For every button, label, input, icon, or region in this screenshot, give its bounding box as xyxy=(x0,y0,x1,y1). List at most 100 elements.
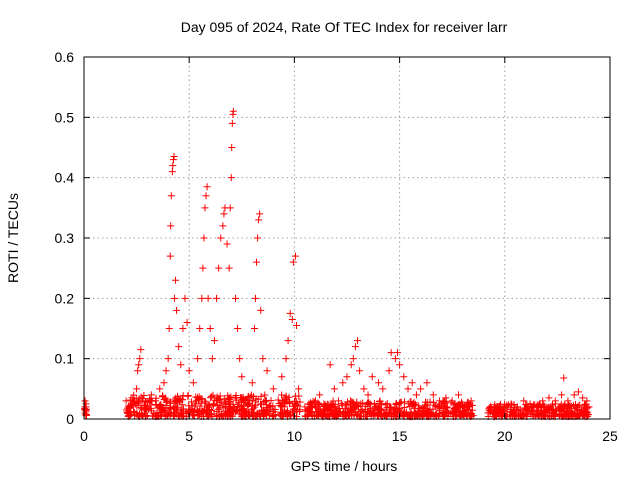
data-point xyxy=(335,397,343,405)
data-point xyxy=(133,385,141,393)
data-point xyxy=(139,397,147,405)
data-point xyxy=(570,391,578,399)
data-point xyxy=(307,409,315,417)
data-point xyxy=(560,374,568,382)
data-point xyxy=(173,399,181,407)
data-point xyxy=(262,396,270,404)
data-point xyxy=(215,264,223,272)
data-point xyxy=(194,355,202,363)
data-point xyxy=(301,412,309,420)
data-point xyxy=(159,393,167,401)
data-point xyxy=(179,405,187,413)
data-point xyxy=(266,403,274,411)
data-point xyxy=(408,401,416,409)
data-point xyxy=(278,409,286,417)
data-point xyxy=(392,408,400,416)
data-point xyxy=(249,412,257,420)
data-point xyxy=(520,397,528,405)
data-point xyxy=(214,395,222,403)
data-point xyxy=(357,405,365,413)
data-point xyxy=(167,410,175,418)
data-point xyxy=(142,405,150,413)
data-point xyxy=(278,402,286,410)
data-point xyxy=(351,343,359,351)
data-point xyxy=(378,406,386,414)
data-point xyxy=(134,367,142,375)
data-point xyxy=(585,403,593,411)
data-point xyxy=(524,404,532,412)
data-point xyxy=(225,404,233,412)
y-tick-label: 0.4 xyxy=(55,170,75,186)
data-point xyxy=(582,408,590,416)
data-point xyxy=(239,394,247,402)
data-point xyxy=(143,403,151,411)
data-point xyxy=(194,411,202,419)
data-point xyxy=(467,397,475,405)
data-point xyxy=(344,404,352,412)
data-point xyxy=(246,400,254,408)
x-tick-label: 5 xyxy=(185,428,193,444)
data-point xyxy=(229,107,237,115)
data-point xyxy=(278,391,286,399)
data-point xyxy=(551,397,559,405)
data-point xyxy=(566,406,574,414)
data-point xyxy=(137,404,145,412)
data-point xyxy=(209,391,217,399)
data-point xyxy=(175,343,183,351)
data-point xyxy=(196,410,204,418)
data-point xyxy=(189,412,197,420)
data-point xyxy=(392,400,400,408)
data-point xyxy=(379,385,387,393)
data-point xyxy=(239,405,247,413)
data-point xyxy=(199,264,207,272)
data-point xyxy=(368,373,376,381)
data-point xyxy=(175,411,182,419)
data-point xyxy=(210,337,218,345)
data-point xyxy=(311,398,319,406)
data-point xyxy=(153,411,161,419)
data-point xyxy=(283,409,291,417)
data-point xyxy=(259,355,267,363)
data-point xyxy=(250,325,258,332)
data-point xyxy=(131,409,139,417)
data-point xyxy=(446,410,454,418)
data-point xyxy=(442,394,450,402)
data-point xyxy=(435,412,443,420)
data-point xyxy=(429,391,437,399)
data-point xyxy=(136,355,144,363)
data-point xyxy=(234,325,242,332)
data-point xyxy=(253,258,261,266)
data-point xyxy=(296,398,304,406)
data-point xyxy=(170,405,178,413)
data-point xyxy=(426,411,434,419)
data-point xyxy=(339,401,347,409)
data-point xyxy=(249,401,257,409)
data-point xyxy=(219,404,227,412)
data-point xyxy=(550,407,558,415)
data-point xyxy=(81,397,89,405)
data-point xyxy=(425,408,433,416)
data-point xyxy=(291,252,299,260)
data-point xyxy=(137,346,145,354)
data-point xyxy=(122,397,130,405)
data-point xyxy=(436,397,444,405)
data-point xyxy=(203,183,211,191)
data-point xyxy=(312,408,320,416)
data-point xyxy=(165,325,173,332)
x-axis-label: GPS time / hours xyxy=(291,458,398,474)
data-point xyxy=(195,395,203,403)
data-point xyxy=(408,379,416,387)
data-point xyxy=(214,401,222,409)
data-point xyxy=(256,210,264,218)
data-point xyxy=(181,294,189,302)
y-tick-label: 0.5 xyxy=(55,109,75,125)
data-point xyxy=(372,402,380,410)
data-point xyxy=(185,407,193,415)
data-point xyxy=(162,367,170,375)
data-point xyxy=(249,405,257,413)
data-point xyxy=(487,404,495,412)
data-point xyxy=(286,309,294,317)
data-point xyxy=(164,355,172,363)
